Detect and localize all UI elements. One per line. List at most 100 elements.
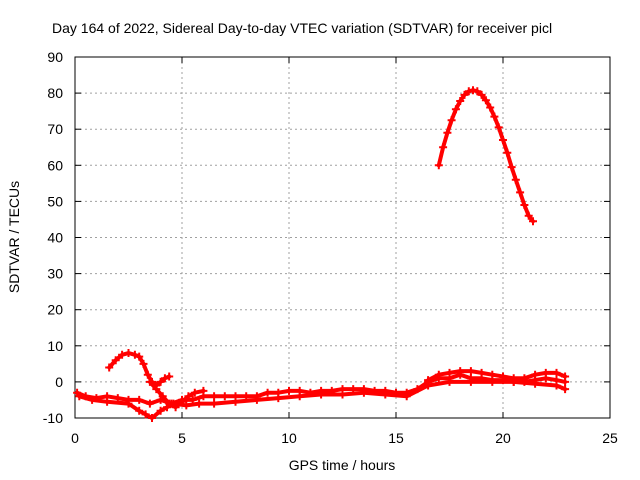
data-point: [195, 399, 204, 408]
data-point: [552, 368, 561, 377]
data-point: [145, 377, 154, 386]
data-point: [524, 211, 533, 220]
data-point: [443, 128, 452, 137]
data-point: [490, 112, 499, 121]
data-point: [486, 103, 495, 112]
data-point: [210, 399, 219, 408]
chart-title: Day 164 of 2022, Sidereal Day-to-day VTE…: [52, 20, 552, 36]
data-point: [156, 406, 165, 415]
y-tick-label: 60: [47, 157, 63, 173]
data-point: [124, 349, 133, 357]
data-point: [520, 201, 529, 209]
data-point: [252, 395, 261, 404]
data-point: [118, 350, 127, 359]
data-point: [507, 163, 516, 172]
data-point: [477, 368, 486, 377]
data-point: [317, 390, 326, 399]
y-tick-label: 70: [47, 121, 63, 137]
data-point: [143, 370, 152, 379]
data-point: [210, 392, 219, 401]
data-point: [130, 350, 139, 359]
x-tick-label: 5: [178, 430, 186, 446]
data-point: [381, 390, 390, 399]
data-point: [135, 352, 144, 361]
series-crossing-tracks: [145, 377, 208, 412]
data-point: [447, 116, 456, 125]
data-point: [103, 397, 112, 406]
data-point: [148, 414, 156, 422]
data-point: [445, 368, 454, 377]
data-point: [434, 370, 443, 379]
data-point: [402, 392, 411, 401]
data-point: [231, 397, 240, 406]
data-point: [182, 401, 191, 410]
data-point: [274, 394, 283, 403]
data-point: [158, 392, 167, 401]
data-point: [488, 377, 497, 386]
data-point: [105, 363, 114, 372]
y-tick-label: 30: [47, 266, 63, 282]
data-point: [494, 123, 503, 132]
data-point: [152, 385, 161, 394]
data-point: [511, 175, 520, 184]
data-point: [139, 359, 148, 368]
data-point: [88, 395, 97, 404]
series-evening-arc: [434, 86, 537, 226]
data-point: [451, 105, 460, 114]
data-point: [145, 399, 154, 408]
data-point: [434, 161, 443, 170]
data-point: [199, 386, 208, 395]
data-series: [73, 86, 570, 422]
data-point: [424, 376, 433, 385]
data-point: [439, 143, 448, 152]
data-point: [160, 374, 169, 383]
data-point: [469, 86, 477, 95]
series-upper-spread: [424, 367, 570, 385]
data-point: [445, 377, 454, 386]
data-point: [529, 217, 537, 226]
data-point: [473, 87, 482, 96]
data-point: [156, 377, 165, 386]
data-point: [561, 372, 570, 381]
x-tick-label: 0: [71, 430, 79, 446]
data-point: [488, 370, 497, 379]
axis-ticks: 0 5 10 15 20 25 -10 0 10 20 30 40 50 60 70 80 90: [43, 49, 618, 446]
data-point: [466, 367, 475, 376]
data-point: [477, 90, 486, 99]
data-point: [456, 97, 465, 105]
data-point: [141, 410, 150, 419]
data-point: [552, 381, 561, 390]
data-point: [263, 388, 272, 397]
data-point: [135, 406, 144, 415]
data-point: [531, 379, 540, 388]
data-point: [178, 397, 186, 406]
data-point: [509, 374, 518, 383]
data-point: [295, 392, 304, 401]
data-point: [460, 90, 469, 99]
data-point: [503, 148, 512, 157]
data-point: [520, 374, 529, 383]
y-tick-label: 10: [47, 338, 63, 354]
y-axis-label: SDTVAR / TECUs: [6, 181, 22, 293]
data-point: [466, 377, 475, 386]
data-point: [184, 392, 193, 401]
x-tick-label: 20: [495, 430, 511, 446]
series-lower-spread: [75, 377, 570, 422]
y-tick-label: 40: [47, 230, 63, 246]
data-point: [190, 388, 199, 397]
x-axis-label: GPS time / hours: [289, 457, 396, 473]
data-point: [499, 372, 507, 381]
series-morning-arc: [105, 349, 174, 390]
data-point: [456, 367, 465, 376]
y-tick-label: 50: [47, 193, 63, 209]
y-tick-label: 90: [47, 49, 63, 65]
data-point: [561, 385, 570, 394]
data-point: [531, 370, 540, 379]
data-point: [111, 356, 120, 365]
data-point: [135, 395, 144, 404]
y-tick-label: -10: [43, 410, 63, 426]
data-point: [171, 403, 180, 412]
data-point: [499, 136, 507, 144]
data-point: [124, 399, 133, 408]
